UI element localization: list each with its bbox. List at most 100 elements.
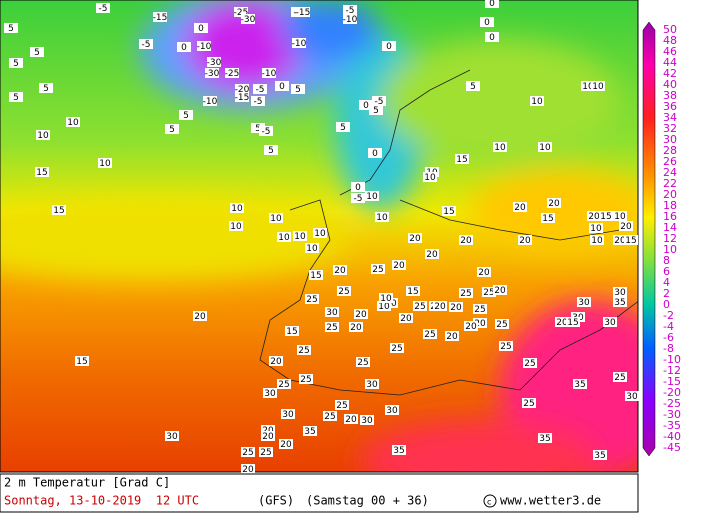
- label-text: -25: [225, 69, 240, 79]
- label-text: 0: [386, 42, 392, 52]
- colorbar-label: 36: [663, 100, 677, 113]
- temperature-label: 25: [523, 358, 537, 369]
- label-box: [433, 301, 447, 311]
- temperature-label: 0: [177, 42, 191, 53]
- label-text: -10: [262, 69, 277, 79]
- temperature-label: 0: [351, 182, 365, 193]
- temperature-label: 10: [589, 223, 603, 234]
- label-text: -5: [354, 194, 363, 204]
- label-box: [530, 96, 544, 106]
- label-box: [205, 68, 219, 78]
- temperature-label: 10: [613, 211, 627, 222]
- label-text: 20: [385, 299, 397, 309]
- temperature-label: 0: [359, 100, 373, 111]
- temperature-label: 10: [230, 203, 244, 214]
- temperature-label: 30: [613, 287, 627, 298]
- footer-run: (Samstag 00 + 36): [306, 494, 429, 508]
- label-box: [207, 57, 221, 67]
- label-text: 20: [548, 199, 560, 209]
- label-box: [599, 211, 613, 221]
- temperature-label: 5: [369, 105, 383, 116]
- label-box: [449, 302, 463, 312]
- temperature-label: 5: [165, 124, 179, 135]
- label-text: 0: [181, 43, 187, 53]
- label-box: [493, 142, 507, 152]
- label-box: [625, 391, 639, 401]
- label-text: 10: [582, 82, 594, 92]
- label-text: 25: [372, 265, 383, 275]
- copyright-icon: [483, 494, 497, 508]
- colorbar-label: 20: [663, 188, 677, 201]
- temperature-label: 5: [4, 23, 18, 34]
- label-box: [392, 445, 406, 455]
- temperature-label: 10: [98, 158, 112, 169]
- label-text: 30: [366, 380, 378, 390]
- label-text: 10: [278, 233, 290, 243]
- label-text: 10: [270, 214, 282, 224]
- temperature-label: 15: [52, 205, 66, 216]
- label-text: 25: [523, 399, 534, 409]
- label-box: [269, 213, 283, 223]
- temperature-label: 20: [445, 331, 459, 342]
- temperature-label: 15: [35, 167, 49, 178]
- temperature-label: 5: [30, 47, 44, 58]
- label-text: 35: [594, 451, 605, 461]
- temperature-label: 10: [313, 228, 327, 239]
- label-text: 20: [556, 318, 568, 328]
- temperature-label: 35: [613, 297, 627, 308]
- colorbar-label: 0: [663, 298, 670, 311]
- colorbar-label: 34: [663, 111, 677, 124]
- label-box: [343, 5, 357, 15]
- copyright-c: c: [487, 498, 491, 507]
- temperature-label: 0: [382, 41, 396, 52]
- label-box: [590, 235, 604, 245]
- label-text: 10: [67, 118, 79, 128]
- label-text: 20: [588, 212, 600, 222]
- label-box: [379, 293, 393, 303]
- label-text: 35: [393, 446, 404, 456]
- temperature-label: 10: [229, 221, 243, 232]
- label-box: [555, 317, 569, 327]
- label-text: 25: [357, 358, 368, 368]
- label-box: [296, 7, 310, 17]
- temperature-label: 0: [368, 148, 382, 159]
- colorbar-label: 46: [663, 45, 677, 58]
- label-text: 10: [314, 229, 326, 239]
- label-box: [365, 191, 379, 201]
- label-text: -5: [256, 85, 265, 95]
- label-text: 35: [614, 298, 625, 308]
- label-text: 20: [426, 250, 438, 260]
- colorbar-label: -10: [663, 353, 681, 366]
- temperature-label: 20: [349, 322, 363, 333]
- map: [0, 0, 638, 472]
- label-text: 25: [260, 448, 271, 458]
- temperature-label: 20: [433, 301, 447, 312]
- label-text: -5: [375, 97, 384, 107]
- label-text: -20: [235, 85, 250, 95]
- colorbar-label: -25: [663, 397, 681, 410]
- footer-title: 2 m Temperatur [Grad C]: [4, 476, 170, 490]
- label-text: 5: [268, 146, 274, 156]
- temperature-label: 25: [335, 400, 349, 411]
- label-text: -15: [235, 93, 250, 103]
- temperature-label: -10: [203, 96, 218, 107]
- label-text: 10: [37, 131, 49, 141]
- map-labels: -5-15-50-100-25-30-5-15-5-10-10000055555…: [4, 0, 639, 475]
- label-box: [477, 267, 491, 277]
- label-text: 20: [409, 234, 421, 244]
- label-box: [581, 81, 595, 91]
- temperature-label: -5: [343, 5, 357, 16]
- label-box: [408, 233, 422, 243]
- temperature-label: 25: [613, 372, 627, 383]
- label-text: 15: [310, 271, 321, 281]
- temperature-label: 25: [482, 287, 496, 298]
- colorbar-label: 18: [663, 199, 677, 212]
- label-text: 25: [242, 448, 253, 458]
- temperature-label: -5: [96, 3, 110, 14]
- label-box: [241, 14, 255, 24]
- label-text: 10: [591, 236, 603, 246]
- label-text: 20: [620, 222, 632, 232]
- temperature-label: 25: [499, 341, 513, 352]
- label-text: -5: [262, 127, 271, 137]
- temperature-label: 15: [455, 154, 469, 165]
